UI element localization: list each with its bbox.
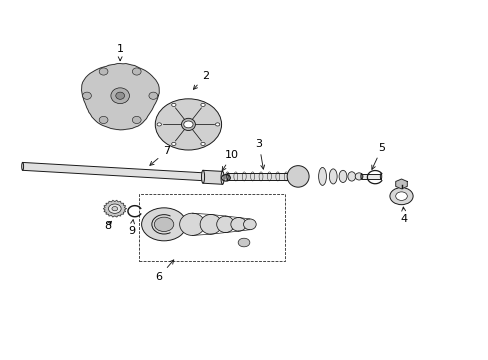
Ellipse shape — [221, 171, 224, 184]
Ellipse shape — [181, 118, 195, 131]
Circle shape — [112, 207, 118, 211]
Circle shape — [157, 123, 161, 126]
Ellipse shape — [149, 92, 158, 99]
Text: 6: 6 — [155, 260, 173, 282]
Ellipse shape — [111, 88, 129, 104]
Ellipse shape — [116, 92, 124, 99]
Ellipse shape — [347, 172, 355, 181]
Text: 2: 2 — [193, 71, 209, 89]
Ellipse shape — [221, 174, 223, 182]
Ellipse shape — [354, 173, 362, 180]
Ellipse shape — [216, 216, 234, 233]
Ellipse shape — [201, 170, 204, 183]
Ellipse shape — [21, 162, 23, 170]
Circle shape — [215, 123, 219, 126]
Circle shape — [395, 192, 407, 201]
Text: 4: 4 — [400, 207, 407, 224]
Ellipse shape — [99, 68, 108, 75]
Polygon shape — [227, 173, 303, 180]
Circle shape — [183, 121, 193, 128]
Ellipse shape — [243, 219, 256, 230]
Circle shape — [108, 204, 121, 213]
Circle shape — [389, 188, 412, 205]
Text: 1: 1 — [117, 44, 123, 60]
Ellipse shape — [380, 174, 381, 179]
Ellipse shape — [230, 217, 246, 231]
Circle shape — [142, 208, 186, 241]
Ellipse shape — [329, 169, 336, 184]
Ellipse shape — [155, 99, 221, 150]
Ellipse shape — [360, 174, 362, 179]
Ellipse shape — [132, 68, 141, 75]
Circle shape — [201, 142, 205, 145]
Text: 10: 10 — [222, 150, 239, 171]
Ellipse shape — [302, 173, 303, 180]
Ellipse shape — [82, 92, 91, 99]
Ellipse shape — [338, 170, 346, 183]
Circle shape — [171, 103, 176, 107]
Text: 9: 9 — [127, 220, 135, 236]
Ellipse shape — [226, 173, 228, 180]
Polygon shape — [395, 179, 407, 189]
Bar — [139, 194, 285, 261]
Ellipse shape — [200, 215, 221, 234]
Ellipse shape — [132, 116, 141, 123]
Ellipse shape — [179, 213, 204, 235]
Circle shape — [171, 142, 176, 145]
Ellipse shape — [286, 166, 308, 187]
Text: 3: 3 — [255, 139, 264, 169]
Polygon shape — [361, 174, 380, 179]
Text: 7: 7 — [149, 146, 170, 165]
Polygon shape — [203, 170, 222, 184]
Ellipse shape — [318, 167, 326, 185]
Polygon shape — [22, 162, 222, 182]
Text: 8: 8 — [104, 221, 111, 230]
Text: 5: 5 — [371, 143, 385, 170]
Circle shape — [154, 217, 173, 231]
Polygon shape — [81, 64, 159, 130]
Circle shape — [201, 103, 205, 107]
Circle shape — [238, 238, 249, 247]
Polygon shape — [103, 201, 126, 217]
Ellipse shape — [99, 116, 108, 123]
